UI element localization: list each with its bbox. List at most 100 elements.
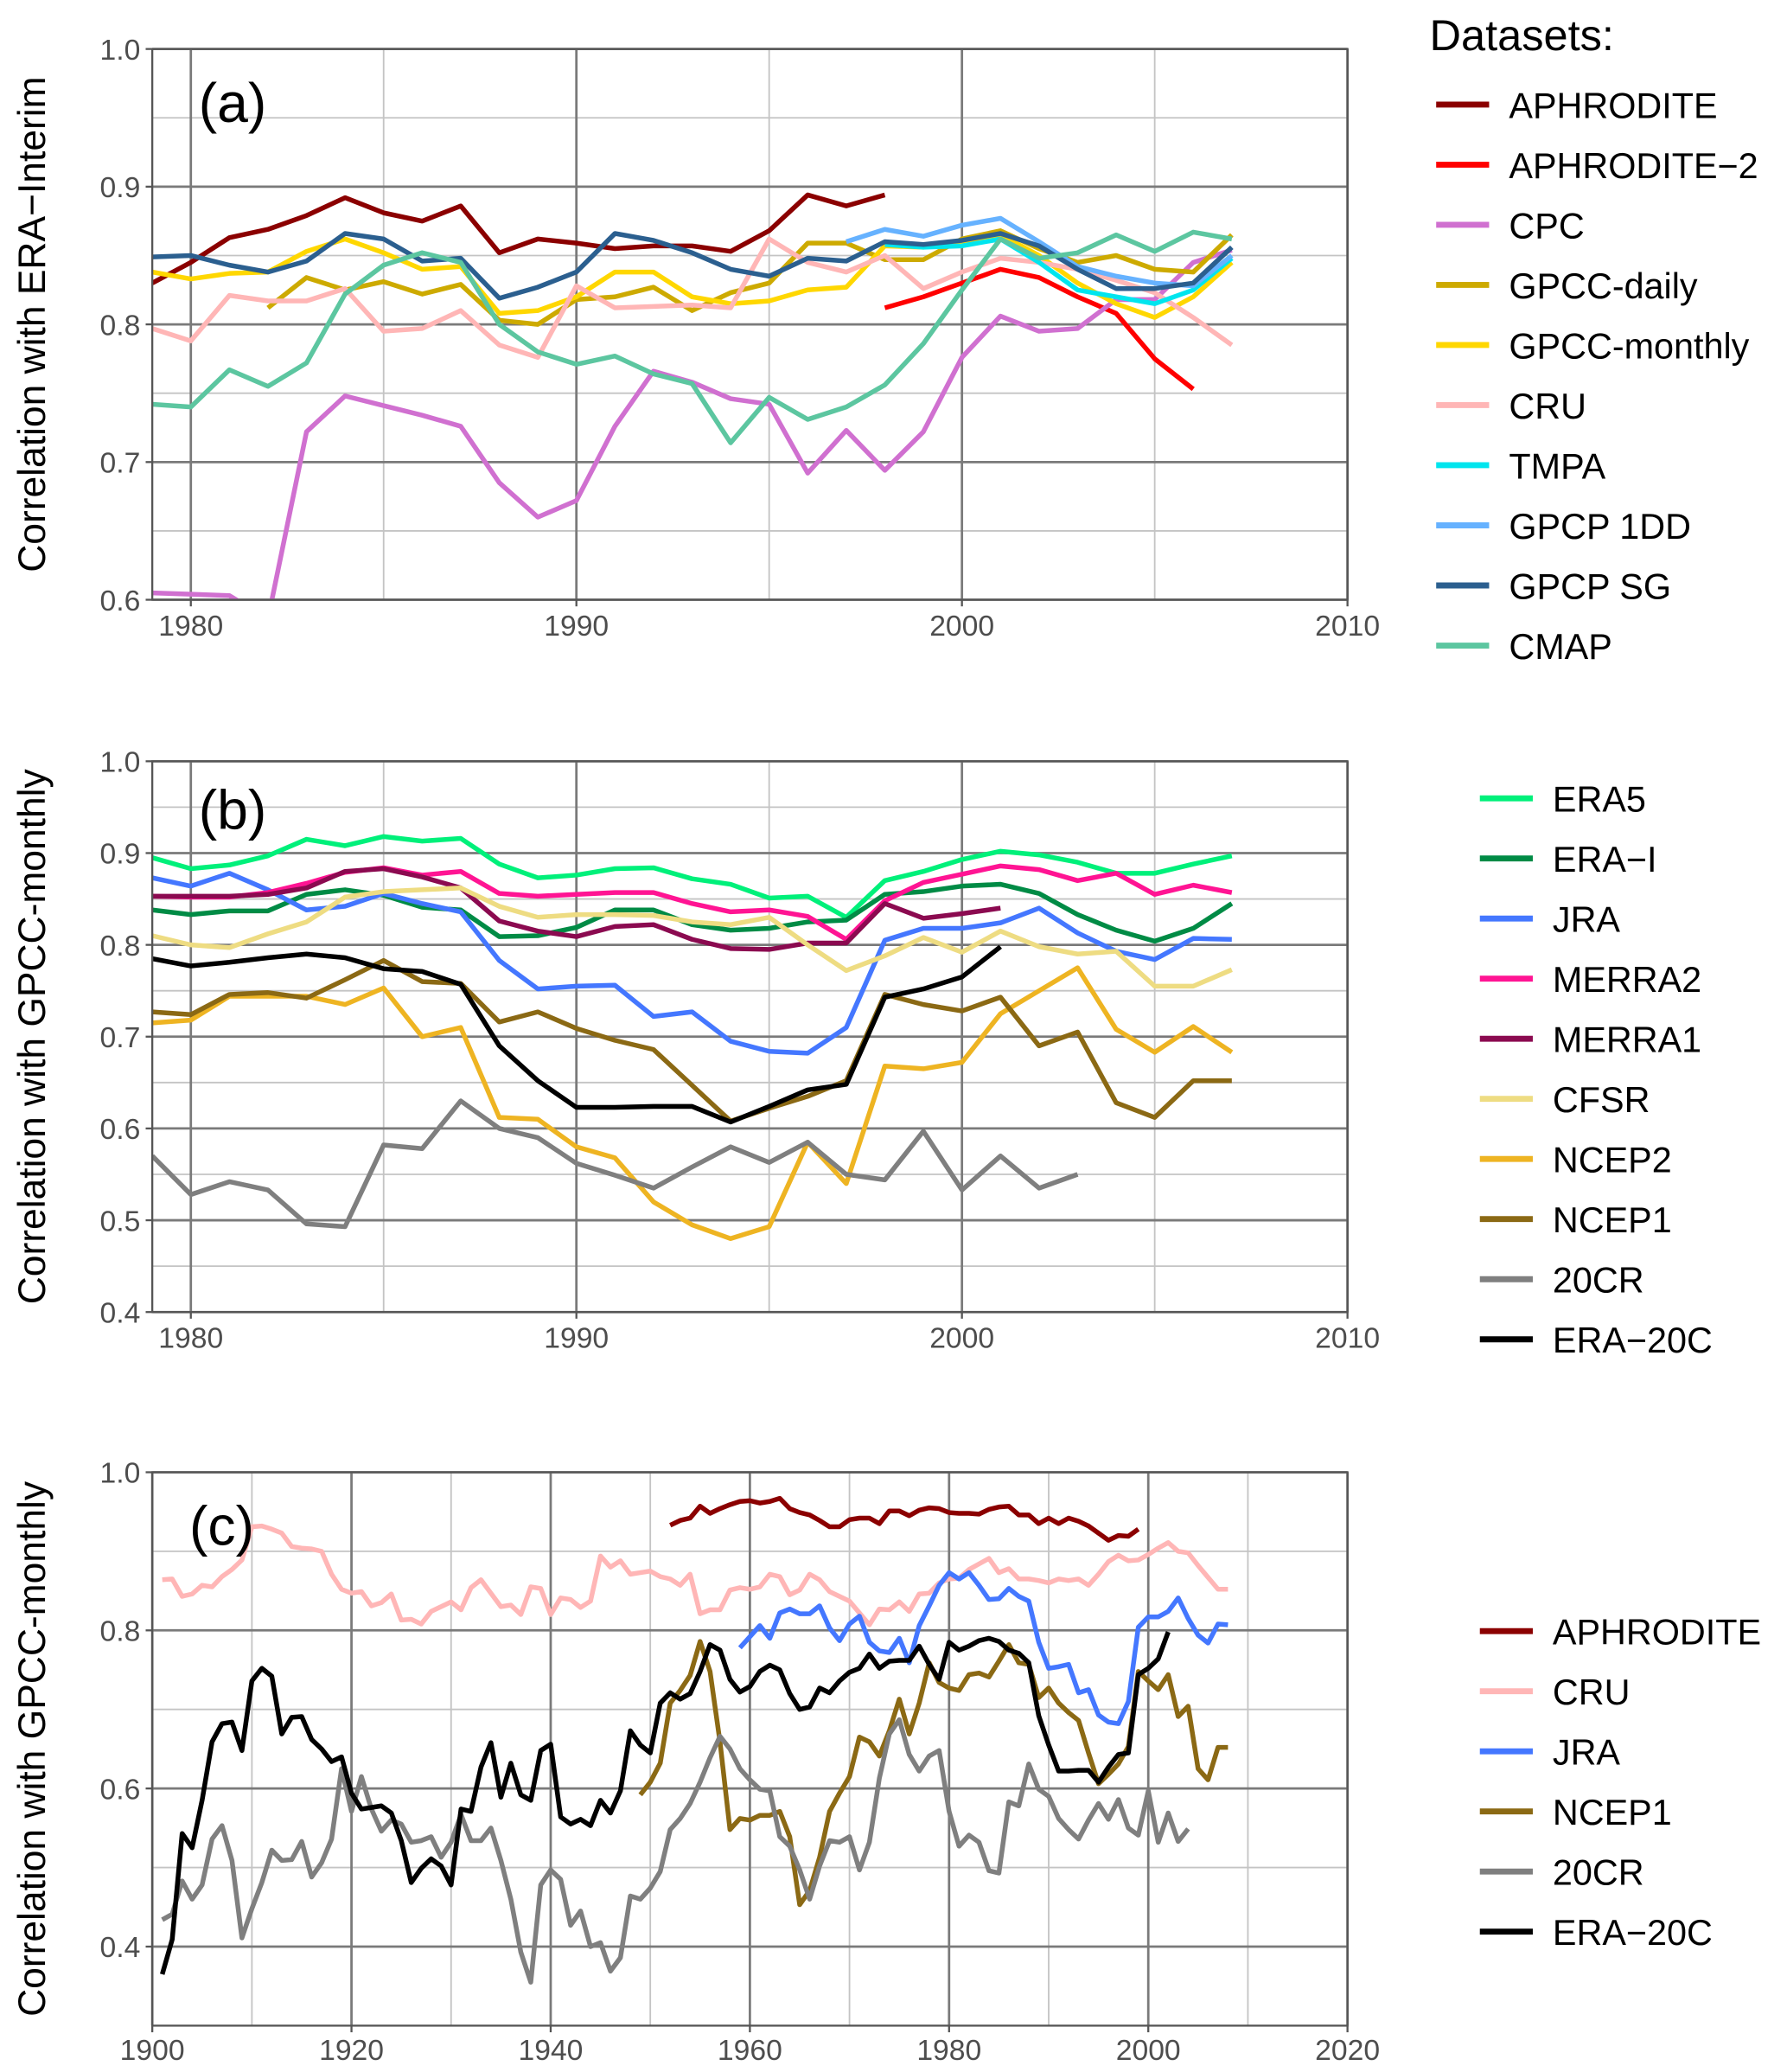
y-tick-label: 1.0 [100,35,141,67]
y-tick-label: 0.6 [100,1114,141,1146]
panel-label: (b) [199,778,267,841]
y-tick-label: 0.6 [100,1774,141,1806]
legend-item: ERA5 [1479,779,1646,819]
series-line-era5 [152,834,1233,920]
y-tick-label: 1.0 [100,747,141,779]
legend-item: APHRODITE−2 [1436,146,1758,186]
y-axis-title: Correlation with GPCC-monthly [11,768,54,1304]
x-tick-label: 1940 [519,2035,584,2067]
legend-item: GPCC-monthly [1436,326,1750,366]
legend-label: 20CR [1553,1261,1644,1301]
legend-item: ERA−20C [1479,1913,1713,1953]
legend-label: ERA−I [1553,840,1657,879]
y-tick-label: 0.8 [100,310,141,342]
legend-label: MERRA1 [1553,1020,1701,1060]
legend-item: APHRODITE [1479,1612,1761,1652]
series-line-cru [162,1523,1229,1628]
legend-item: TMPA [1436,446,1606,486]
legend-item: CRU [1436,387,1586,426]
legend: APHRODITE APHRODITE−2 CPC GPCC-daily GPCC-mo… [1436,86,1758,667]
legend-label: TMPA [1509,446,1605,486]
series-line-jra [737,1570,1229,1726]
legend-item: JRA [1479,1733,1621,1773]
panel-label: (a) [199,72,267,134]
panel-a: 0.6 0.7 0.8 0.9 1.0 1980 1990 2000 2010 Correlati… [11,35,1758,667]
y-tick-label: 0.9 [100,839,141,871]
x-tick-label: 1980 [916,2035,981,2067]
legend-label: APHRODITE [1553,1612,1761,1652]
x-tick-label: 1990 [544,1323,609,1355]
x-tick-label: 1920 [319,2035,384,2067]
y-tick-label: 1.0 [100,1458,141,1490]
legend-label: MERRA2 [1553,960,1701,1000]
series-line-gpcp-1dd [846,215,1234,289]
x-tick-label: 1960 [718,2035,782,2067]
legend-label: NCEP1 [1553,1793,1672,1832]
legend: ERA5 ERA−I JRA MERRA2 MERRA1 CFSR NCEP2 NCEP1 20… [1479,779,1713,1360]
series-line-era-20c [160,1631,1171,1975]
series-line-cru [152,236,1234,361]
legend-label: 20CR [1553,1853,1644,1893]
x-tick-label: 1980 [158,611,223,643]
panel-b: 0.4 0.5 0.6 0.7 0.8 0.9 1.0 1980 1990 2000 2010 Cor… [11,747,1713,1360]
y-tick-label: 0.8 [100,930,141,962]
legend-label: JRA [1553,900,1621,940]
legend-label: CPC [1509,206,1584,246]
series-line-merra1 [152,866,1001,952]
x-tick-label: 2000 [1116,2035,1181,2067]
legend-item: NCEP2 [1479,1141,1672,1180]
series-line-ncep2 [152,965,1234,1242]
series-line-cfsr [152,886,1233,989]
legend-label: NCEP2 [1553,1141,1672,1180]
x-tick-label: 2010 [1315,611,1380,643]
legend-label: ERA−20C [1553,1321,1713,1360]
panel-c: 0.4 0.6 0.8 1.0 1900 1920 1940 1960 1980 2000 2020… [11,1458,1761,2068]
series-line-gpcp-sg [152,231,1234,301]
legend-label: JRA [1553,1733,1621,1773]
legend-item: MERRA2 [1479,960,1701,1000]
legend-item: JRA [1479,900,1621,940]
series-line-aphrodite-2 [884,266,1195,392]
legend-item: CMAP [1436,627,1612,667]
series-line-era-i [152,881,1234,944]
legend-item: ERA−20C [1479,1321,1713,1360]
x-tick-label: 2000 [929,611,994,643]
legend-label: GPCC-monthly [1509,326,1749,366]
legend-label: CMAP [1509,627,1611,667]
y-tick-label: 0.8 [100,1616,141,1648]
legend-item: 20CR [1479,1853,1644,1893]
legend-label: ERA−20C [1553,1913,1713,1953]
legend-label: GPCP SG [1509,566,1671,606]
legend-item: GPCP 1DD [1436,507,1691,547]
legend-item: ERA−I [1479,840,1657,879]
legend-item: CRU [1479,1672,1630,1712]
series-line-tmpa [884,236,1234,306]
series-line-20cr [152,1098,1079,1230]
legend-item: NCEP1 [1479,1200,1672,1240]
y-axis-title: Correlation with ERA−Interim [11,76,54,572]
y-axis-title: Correlation with GPCC-monthly [11,1480,54,2017]
panel-label: (c) [189,1495,254,1557]
series-line-jra [152,871,1232,1056]
series-line-ncep1 [152,957,1232,1124]
series-line-aphrodite [669,1495,1140,1543]
legend-item: CPC [1436,206,1585,246]
y-tick-label: 0.7 [100,448,141,480]
x-tick-label: 2020 [1315,2035,1380,2067]
legend-item: 20CR [1479,1261,1644,1301]
legend-title: Datasets: [1430,10,1614,60]
legend: APHRODITE CRU JRA NCEP1 20CR ERA−20C [1479,1612,1761,1953]
y-tick-label: 0.7 [100,1022,141,1054]
legend-item: CFSR [1479,1080,1650,1120]
x-tick-label: 2000 [929,1323,994,1355]
legend-item: MERRA1 [1479,1020,1701,1060]
legend-label: GPCC-daily [1509,266,1697,306]
legend-item: GPCC-daily [1436,266,1698,306]
x-tick-label: 1900 [120,2035,185,2067]
legend-label: NCEP1 [1553,1200,1672,1240]
series-line-cmap [152,229,1233,445]
legend-item: GPCP SG [1436,566,1671,606]
legend-label: APHRODITE [1509,86,1717,125]
series-line-20cr [161,1717,1190,1985]
legend-label: ERA5 [1553,779,1646,819]
